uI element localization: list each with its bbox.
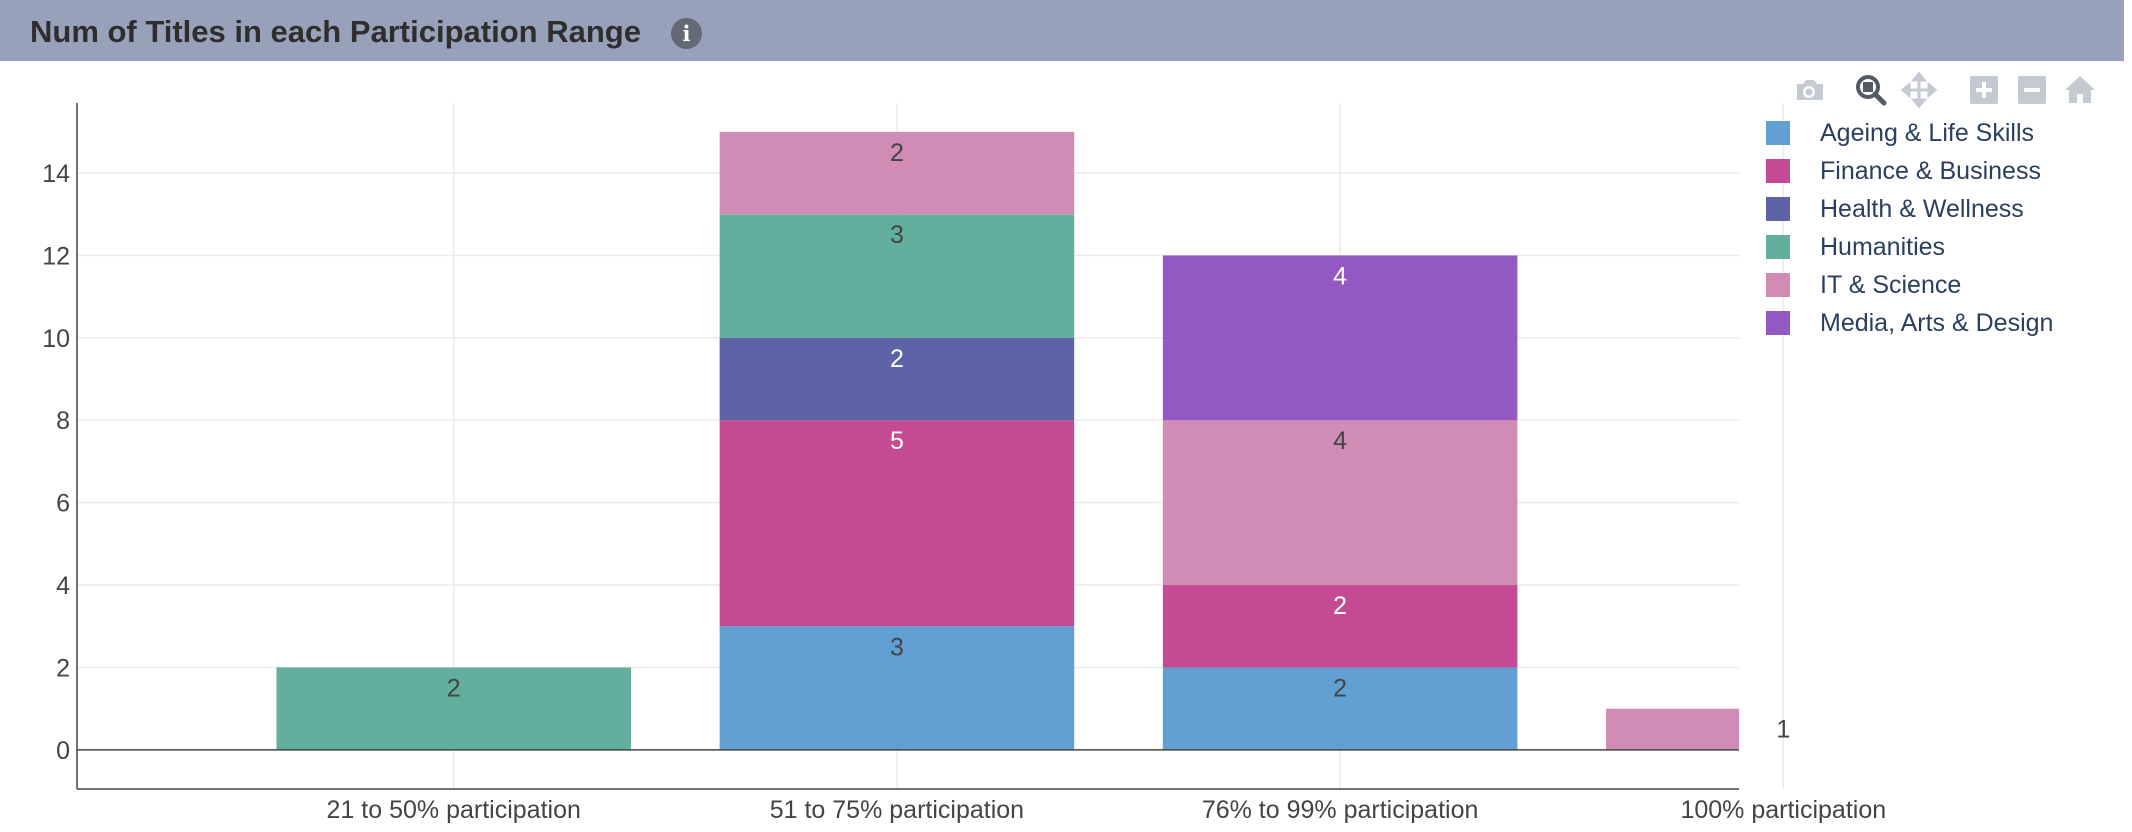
y-tick-label: 12 xyxy=(42,242,70,270)
bar-segment[interactable] xyxy=(719,420,1075,627)
bar-segment[interactable] xyxy=(1162,585,1518,668)
x-tick-label: 51 to 75% participation xyxy=(770,796,1024,824)
bar-value-label: 3 xyxy=(890,221,904,249)
bar-value-label: 2 xyxy=(890,345,904,373)
legend-label: Ageing & Life Skills xyxy=(1820,119,2035,147)
bar-value-label: 3 xyxy=(890,633,904,661)
legend-label: Media, Arts & Design xyxy=(1820,309,2054,337)
x-tick-label: 76% to 99% participation xyxy=(1202,796,1479,824)
y-tick-label: 8 xyxy=(56,407,70,435)
bar-value-label: 2 xyxy=(1333,674,1347,702)
scrollbar-edge xyxy=(2124,0,2132,832)
bar-value-label: 5 xyxy=(890,427,904,455)
bars xyxy=(276,131,1739,750)
bar-segment[interactable] xyxy=(719,214,1075,338)
bar-segment[interactable] xyxy=(719,626,1075,750)
legend-swatch xyxy=(1766,235,1790,259)
legend-label: Finance & Business xyxy=(1820,157,2041,185)
bar-value-label: 1 xyxy=(1776,716,1790,744)
bar-segment[interactable] xyxy=(719,337,1075,421)
y-tick-label: 6 xyxy=(56,490,70,518)
bar-segment[interactable] xyxy=(1162,255,1518,421)
legend-swatch xyxy=(1766,311,1790,335)
bar-segment[interactable] xyxy=(1606,708,1739,750)
bar-value-label: 2 xyxy=(1333,592,1347,620)
x-tick-label: 21 to 50% participation xyxy=(327,796,581,824)
legend-swatch xyxy=(1766,197,1790,221)
bar-segment[interactable] xyxy=(1162,420,1518,586)
chart-header: Num of Titles in each Participation Rang… xyxy=(0,0,2124,61)
data-labels: 2 3 5 2 3 2 2 2 4 4 1 xyxy=(447,139,1791,744)
bar-segment[interactable] xyxy=(1162,667,1518,750)
info-icon[interactable]: i xyxy=(671,18,702,49)
chart-title: Num of Titles in each Participation Rang… xyxy=(30,14,641,49)
bar-segment[interactable] xyxy=(719,131,1075,215)
bar-value-label: 4 xyxy=(1333,262,1347,290)
y-tick-label: 2 xyxy=(56,654,70,682)
x-tick-label: 100% participation xyxy=(1680,796,1886,824)
legend-label: IT & Science xyxy=(1820,271,1962,299)
bar-value-label: 2 xyxy=(447,674,461,702)
y-tick-label: 0 xyxy=(56,737,70,765)
legend-swatch xyxy=(1766,121,1790,145)
bar-segment[interactable] xyxy=(276,667,631,750)
y-tick-label: 4 xyxy=(56,572,70,600)
legend-label: Humanities xyxy=(1820,233,1946,261)
legend-swatch xyxy=(1766,159,1790,183)
zoom-out-icon[interactable] xyxy=(2012,70,2052,110)
bar-value-label: 2 xyxy=(890,139,904,167)
y-tick-label: 10 xyxy=(42,325,70,353)
y-tick-label: 14 xyxy=(42,160,70,188)
camera-icon[interactable] xyxy=(1789,70,1829,110)
zoom-icon[interactable] xyxy=(1851,70,1891,110)
legend-swatch xyxy=(1766,273,1790,297)
bar-value-label: 4 xyxy=(1333,427,1347,455)
home-icon[interactable] xyxy=(2060,70,2100,110)
zoom-in-icon[interactable] xyxy=(1964,70,2004,110)
pan-icon[interactable] xyxy=(1899,70,1939,110)
legend-label: Health & Wellness xyxy=(1820,195,2024,223)
